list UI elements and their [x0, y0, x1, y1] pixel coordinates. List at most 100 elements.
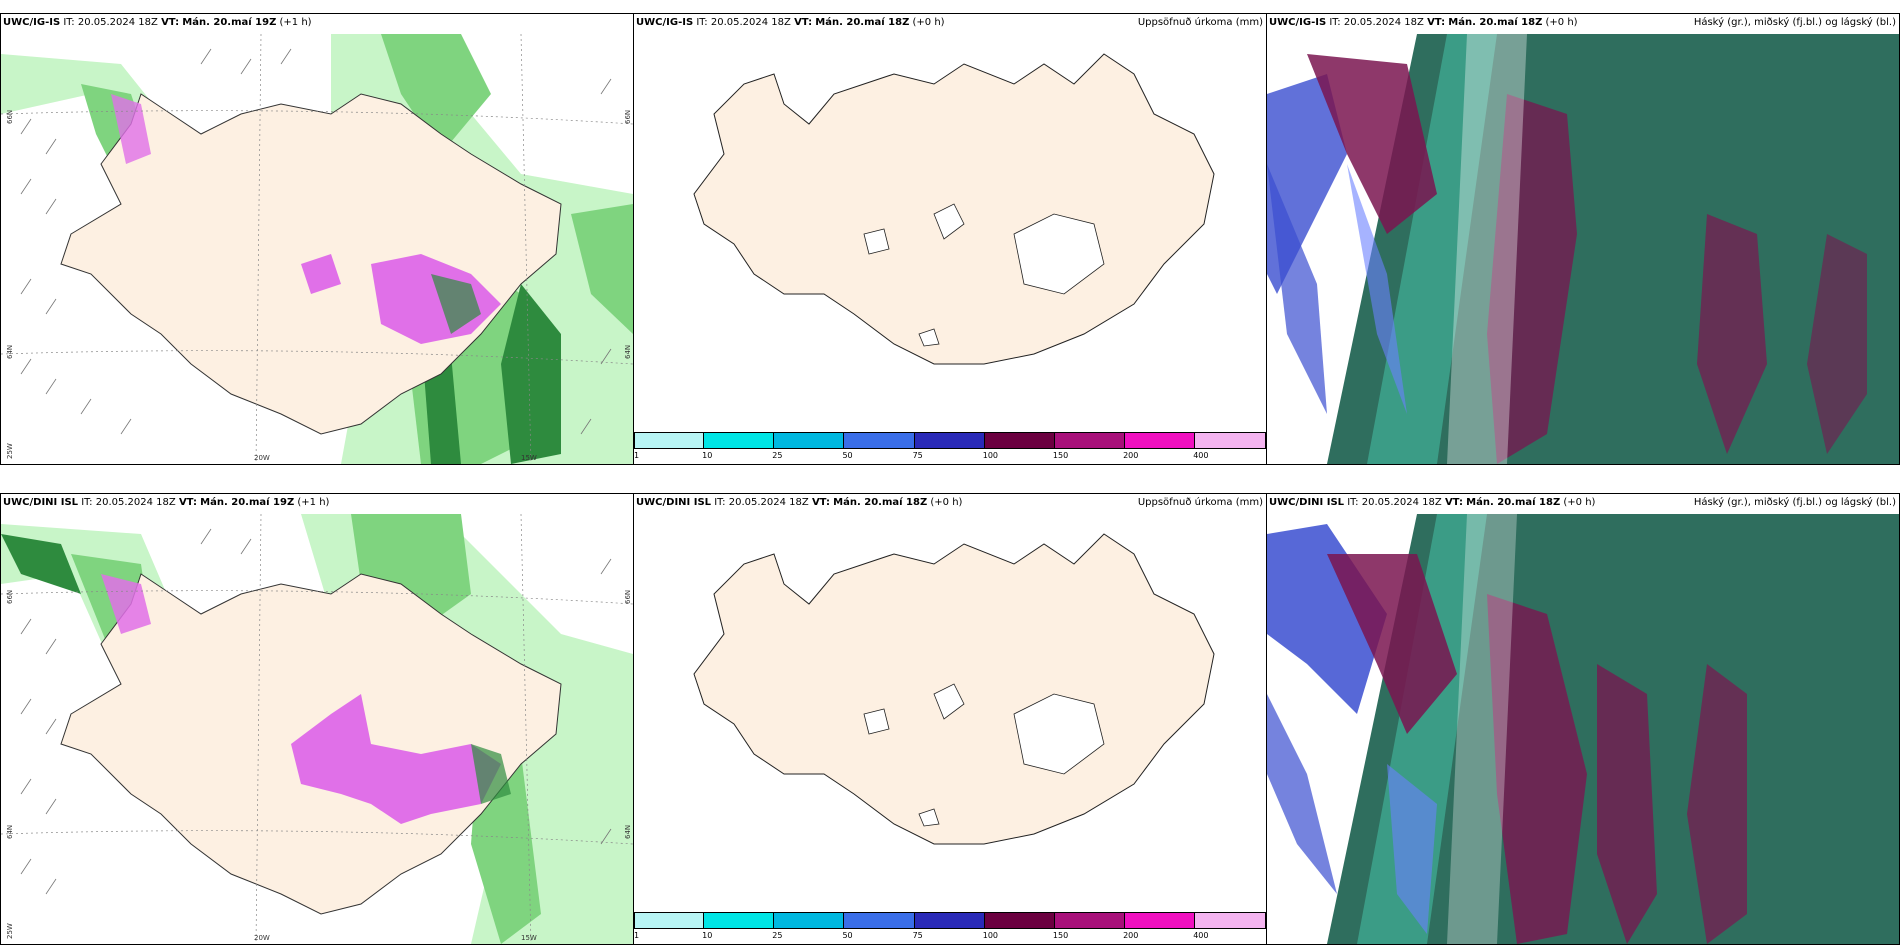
cloud-cover-map [1267, 34, 1899, 464]
lon-label-15: 15W [521, 454, 537, 462]
colorbar-swatch [774, 432, 845, 449]
lon-label-25: 25W [6, 443, 14, 459]
it-label: IT: [714, 497, 726, 508]
colorbar-swatch [984, 432, 1055, 449]
colorbar-swatch [844, 432, 915, 449]
colorbar-label: 10 [702, 931, 713, 940]
colorbar-label: 10 [702, 451, 713, 460]
offset: (+1 h) [279, 17, 312, 28]
vt-label: VT: [1444, 497, 1463, 508]
model-name: UWC/DINI ISL [1269, 497, 1345, 508]
panel-header: UWC/IG-IS IT: 20.05.2024 18Z VT: Mán. 20… [636, 17, 945, 28]
panel-header: UWC/IG-IS IT: 20.05.2024 18Z VT: Mán. 20… [3, 17, 312, 28]
colorbar-label: 25 [772, 931, 783, 940]
panel-header: UWC/DINI ISL IT: 20.05.2024 18Z VT: Mán.… [636, 497, 962, 508]
vt-label: VT: [811, 497, 830, 508]
panel-bottom-right: UWC/DINI ISL IT: 20.05.2024 18Z VT: Mán.… [1266, 493, 1900, 945]
vt-label: VT: [161, 17, 180, 28]
colorbar-swatch [704, 912, 775, 929]
it-value: 20.05.2024 18Z [728, 497, 809, 508]
vt-value: Mán. 20.maí 19Z [200, 497, 295, 508]
colorbar-label: 75 [912, 451, 923, 460]
lon-label-20: 20W [254, 934, 270, 942]
model-name: UWC/IG-IS [3, 17, 61, 28]
vt-value: Mán. 20.maí 18Z [833, 497, 928, 508]
colorbar-label: 200 [1123, 451, 1139, 460]
vt-value: Mán. 20.maí 18Z [1448, 17, 1543, 28]
colorbar-label: 75 [912, 931, 923, 940]
accumulated-precip-map [693, 53, 1215, 365]
lon-label-15: 15W [521, 934, 537, 942]
precip-wind-map [1, 514, 633, 944]
vt-label: VT: [794, 17, 813, 28]
colorbar-swatch [914, 432, 985, 449]
vt-label: VT: [1427, 17, 1446, 28]
vt-value: Mán. 20.maí 18Z [815, 17, 910, 28]
colorbar-label: 25 [772, 451, 783, 460]
lat-label-64-right: 64N [624, 344, 632, 359]
panel-bottom-left: UWC/DINI ISL IT: 20.05.2024 18Z VT: Mán.… [0, 493, 634, 945]
colorbar-frame [634, 432, 1266, 449]
map-title: Háský (gr.), miðský (fj.bl.) og lágský (… [1693, 497, 1896, 508]
panel-top-right: UWC/IG-IS IT: 20.05.2024 18Z VT: Mán. 20… [1266, 13, 1900, 465]
offset: (+0 h) [1545, 17, 1578, 28]
it-label: IT: [1329, 17, 1341, 28]
it-value: 20.05.2024 18Z [1361, 497, 1442, 508]
colorbar-swatch [984, 912, 1055, 929]
panel-header: UWC/DINI ISL IT: 20.05.2024 18Z VT: Mán.… [1269, 497, 1595, 508]
lat-label-64-right: 64N [624, 824, 632, 839]
colorbar-swatch [914, 912, 985, 929]
offset: (+0 h) [930, 497, 963, 508]
lat-label-66: 66N [6, 589, 14, 604]
colorbar-swatch [844, 912, 915, 929]
colorbar-swatch [704, 432, 775, 449]
model-name: UWC/IG-IS [1269, 17, 1327, 28]
vt-value: Mán. 20.maí 18Z [1466, 497, 1561, 508]
colorbar-swatch [774, 912, 845, 929]
vt-label: VT: [178, 497, 197, 508]
colorbar-frame [634, 912, 1266, 929]
vt-value: Mán. 20.maí 19Z [182, 17, 277, 28]
map-title: Háský (gr.), miðský (fj.bl.) og lágský (… [1693, 17, 1896, 28]
colorbar-swatch [1054, 432, 1126, 449]
colorbar-label: 1 [634, 451, 640, 460]
it-label: IT: [63, 17, 75, 28]
lat-label-66-right: 66N [624, 109, 632, 124]
cloud-cover-map [1267, 514, 1899, 944]
model-name: UWC/DINI ISL [636, 497, 712, 508]
colorbar-swatch [634, 912, 705, 929]
offset: (+0 h) [912, 17, 945, 28]
it-label: IT: [81, 497, 93, 508]
offset: (+0 h) [1563, 497, 1596, 508]
accumulated-precip-map [693, 533, 1215, 845]
colorbar-label: 400 [1193, 451, 1209, 460]
panel-header: UWC/IG-IS IT: 20.05.2024 18Z VT: Mán. 20… [1269, 17, 1578, 28]
lon-label-20: 20W [254, 454, 270, 462]
colorbar-label: 200 [1123, 931, 1139, 940]
colorbar-label: 50 [842, 451, 853, 460]
panel-bottom-middle: UWC/DINI ISL IT: 20.05.2024 18Z VT: Mán.… [633, 493, 1267, 945]
colorbar: 1 10 25 50 75 100 150 200 400 [634, 432, 1266, 464]
lat-label-64: 64N [6, 344, 14, 359]
panel-header: UWC/DINI ISL IT: 20.05.2024 18Z VT: Mán.… [3, 497, 329, 508]
it-value: 20.05.2024 18Z [1343, 17, 1424, 28]
colorbar-swatch [1125, 912, 1196, 929]
lat-label-66-right: 66N [624, 589, 632, 604]
lon-label-25: 25W [6, 923, 14, 939]
lat-label-66: 66N [6, 109, 14, 124]
colorbar-label: 50 [842, 931, 853, 940]
colorbar: 1 10 25 50 75 100 150 200 400 [634, 912, 1266, 944]
map-title: Uppsöfnuð úrkoma (mm) [1137, 497, 1263, 508]
colorbar-label: 1 [634, 931, 640, 940]
panel-top-middle: UWC/IG-IS IT: 20.05.2024 18Z VT: Mán. 20… [633, 13, 1267, 465]
colorbar-swatch [634, 432, 705, 449]
colorbar-label: 150 [1052, 451, 1069, 460]
model-name: UWC/DINI ISL [3, 497, 79, 508]
model-name: UWC/IG-IS [636, 17, 694, 28]
panel-top-left: UWC/IG-IS IT: 20.05.2024 18Z VT: Mán. 20… [0, 13, 634, 465]
colorbar-swatch [1125, 432, 1196, 449]
colorbar-label: 400 [1193, 931, 1209, 940]
it-label: IT: [1347, 497, 1359, 508]
lat-label-64: 64N [6, 824, 14, 839]
it-value: 20.05.2024 18Z [710, 17, 791, 28]
